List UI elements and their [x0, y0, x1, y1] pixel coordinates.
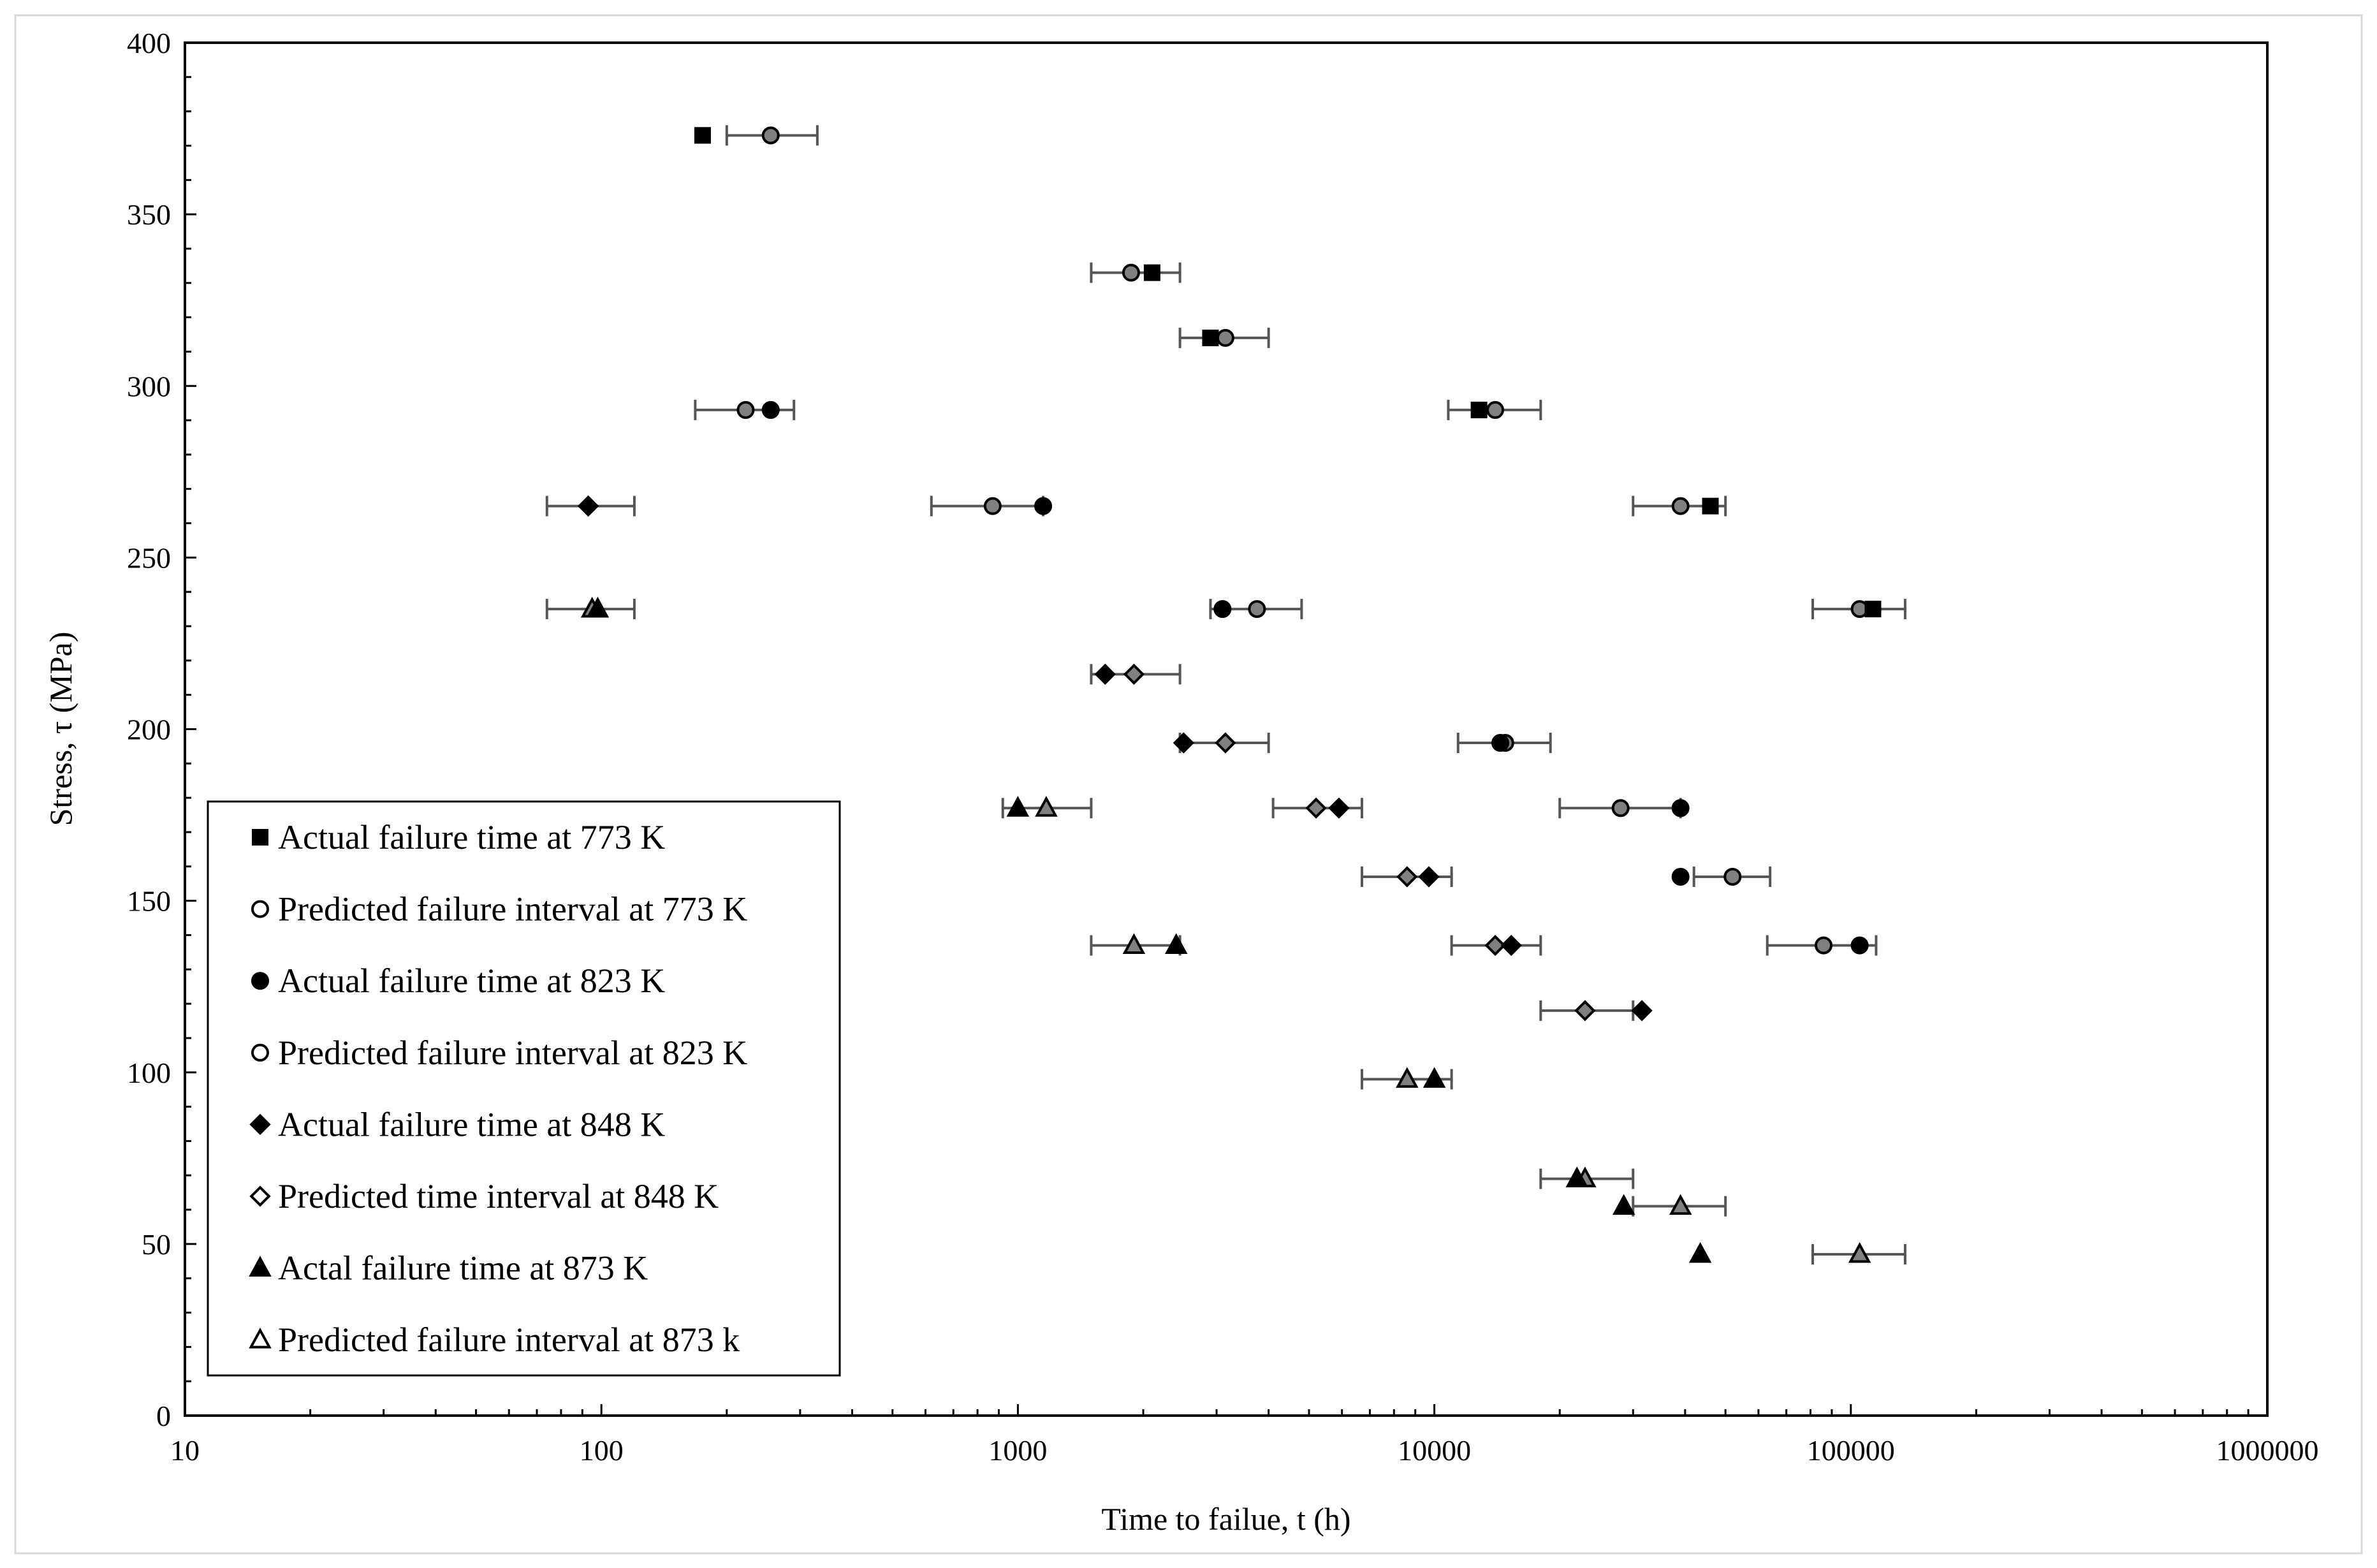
- predicted-circle-point: [1122, 263, 1140, 282]
- legend-square-marker: [252, 829, 268, 846]
- predicted-circle-point: [761, 126, 780, 145]
- x-tick-label: 1000: [988, 1434, 1047, 1467]
- x-tick-label: 10: [170, 1434, 200, 1467]
- legend-circle-marker: [251, 972, 269, 990]
- predicted-triangle-point: [1396, 1067, 1419, 1088]
- legend-label: Actal failure time at 873 K: [278, 1249, 648, 1287]
- actual-diamond-point: [1328, 797, 1350, 819]
- actual-diamond-point: [1500, 934, 1522, 956]
- predicted-circle-point: [983, 497, 1002, 515]
- legend-label: Predicted failure interval at 873 k: [278, 1321, 740, 1359]
- predicted-circle-point: [1815, 936, 1833, 955]
- legend-box: [207, 800, 841, 1377]
- actual-circle-point: [1671, 867, 1690, 886]
- legend-item: Predicted failure interval at 823 K: [251, 1034, 747, 1072]
- x-tick-label: 100: [580, 1434, 624, 1467]
- x-tick-label: 100000: [1807, 1434, 1895, 1467]
- actual-square-point: [1202, 329, 1219, 346]
- legend-item: Actal failure time at 873 K: [249, 1249, 648, 1287]
- predicted-diamond-point: [1123, 663, 1145, 685]
- legend-label: Actual failure time at 773 K: [278, 818, 665, 856]
- legend-item: Predicted failure interval at 773 K: [251, 890, 747, 928]
- legend-diamond-marker: [249, 1185, 271, 1207]
- actual-circle-point: [1850, 936, 1869, 955]
- actual-square-point: [694, 127, 711, 144]
- legend-item: Actual failure time at 848 K: [249, 1105, 665, 1143]
- predicted-diamond-point: [1215, 732, 1236, 754]
- legend-item: Predicted failure interval at 873 k: [249, 1321, 740, 1359]
- y-tick-label: 50: [142, 1228, 171, 1261]
- legend: Actual failure time at 773 K Predicted fa…: [207, 800, 841, 1377]
- actual-triangle-point: [1164, 933, 1188, 954]
- actual-triangle-point: [1006, 796, 1030, 817]
- predicted-diamond-point: [1484, 934, 1506, 956]
- y-tick-label: 350: [127, 198, 171, 231]
- predicted-circle-point: [1671, 497, 1690, 515]
- legend-item: Actual failure time at 773 K: [252, 818, 665, 856]
- actual-triangle-point: [586, 596, 610, 618]
- actual-diamond-point: [1094, 663, 1116, 685]
- y-axis-title: Stress, τ (MPa): [43, 632, 78, 826]
- predicted-circle-point: [1248, 600, 1266, 619]
- predicted-diamond-point: [1305, 797, 1327, 819]
- y-tick-label: 300: [127, 370, 171, 402]
- y-tick-label: 0: [156, 1400, 171, 1432]
- actual-triangle-point: [1612, 1194, 1635, 1215]
- predicted-diamond-point: [1574, 1000, 1596, 1022]
- y-tick-label: 100: [127, 1057, 171, 1089]
- actual-triangle-point: [1565, 1166, 1589, 1188]
- actual-circle-point: [1034, 497, 1053, 515]
- predicted-circle-point: [1486, 400, 1505, 419]
- legend-circle-marker: [251, 1043, 269, 1062]
- actual-circle-point: [1491, 734, 1510, 752]
- actual-circle-point: [761, 400, 780, 419]
- legend-label: Predicted failure interval at 773 K: [278, 890, 747, 928]
- actual-square-point: [1864, 601, 1882, 618]
- x-tick-label: 1000000: [2216, 1434, 2319, 1467]
- predicted-diamond-point: [1396, 866, 1418, 888]
- legend-triangle-marker: [249, 1328, 272, 1349]
- legend-item: Actual failure time at 823 K: [251, 962, 665, 1000]
- actual-triangle-point: [1688, 1242, 1712, 1263]
- predicted-triangle-point: [1669, 1194, 1692, 1215]
- legend-diamond-marker: [249, 1113, 271, 1136]
- predicted-circle-point: [1611, 799, 1630, 817]
- legend-label: Actual failure time at 823 K: [278, 962, 665, 1000]
- legend-label: Actual failure time at 848 K: [278, 1105, 665, 1143]
- actual-triangle-point: [1423, 1067, 1446, 1088]
- y-tick-label: 200: [127, 714, 171, 746]
- x-axis-title: Time to failue, t (h): [1101, 1501, 1350, 1537]
- predicted-triangle-point: [1122, 933, 1146, 954]
- actual-diamond-point: [1173, 732, 1194, 754]
- axis-ticks: 0 50 100 150 200 250 300 350 400 10 100 1000 10000 10…: [127, 27, 2319, 1467]
- actual-diamond-point: [1631, 1000, 1653, 1022]
- y-tick-label: 400: [127, 27, 171, 59]
- actual-circle-point: [1671, 799, 1690, 817]
- x-tick-label: 10000: [1398, 1434, 1471, 1467]
- legend-circle-marker: [251, 900, 269, 918]
- predicted-circle-point: [1216, 328, 1234, 347]
- outer-frame: [14, 14, 2363, 1555]
- actual-square-point: [1143, 264, 1160, 281]
- predicted-triangle-point: [1035, 796, 1058, 817]
- predicted-circle-point: [736, 400, 755, 419]
- actual-diamond-point: [577, 495, 599, 517]
- y-tick-label: 150: [127, 885, 171, 918]
- data-markers: [577, 126, 1882, 1263]
- actual-square-point: [1470, 401, 1488, 418]
- actual-square-point: [1702, 497, 1719, 515]
- legend-item: Predicted time interval at 848 K: [249, 1177, 719, 1215]
- legend-triangle-marker: [249, 1256, 272, 1277]
- legend-label: Predicted failure interval at 823 K: [278, 1034, 747, 1072]
- legend-label: Predicted time interval at 848 K: [278, 1177, 719, 1215]
- predicted-circle-point: [1723, 867, 1742, 886]
- predicted-triangle-point: [1848, 1242, 1871, 1263]
- actual-circle-point: [1213, 600, 1232, 619]
- y-tick-label: 250: [127, 541, 171, 574]
- actual-diamond-point: [1418, 866, 1440, 888]
